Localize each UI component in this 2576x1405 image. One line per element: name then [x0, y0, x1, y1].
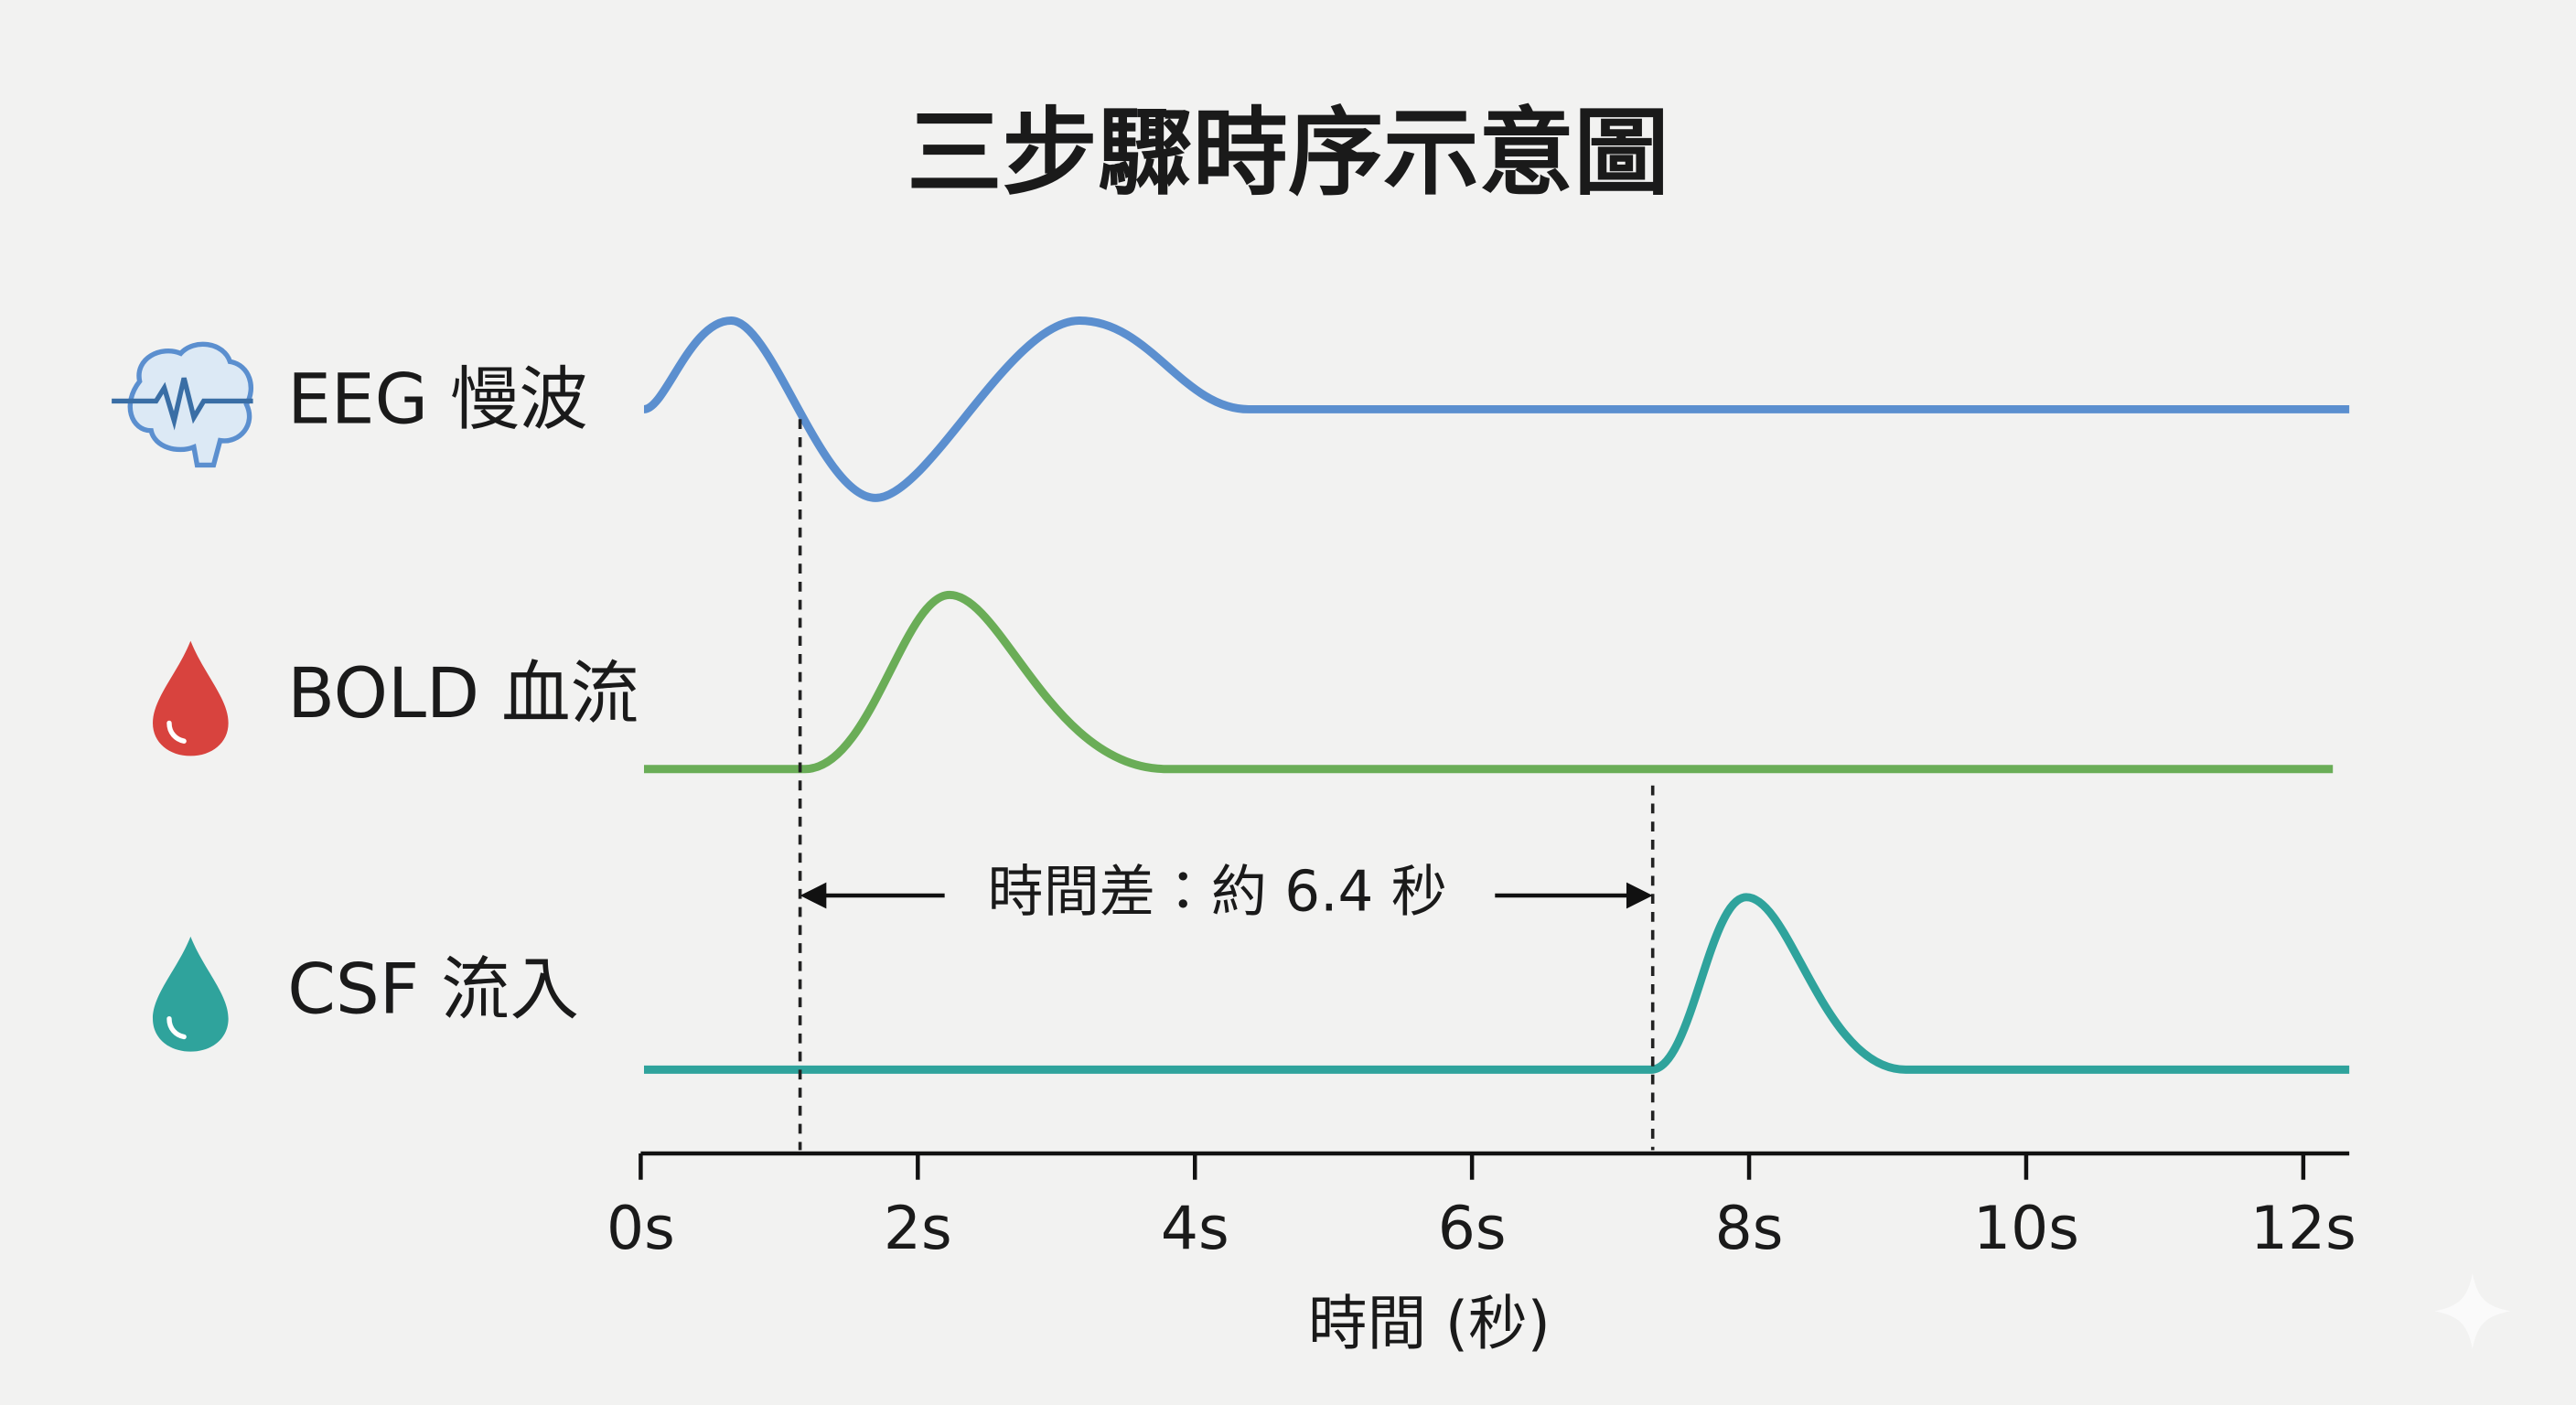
x-ticks: 0s 2s 4s 6s 8s 10s 12s [606, 1153, 2356, 1263]
arrow-head [800, 882, 827, 909]
icon-highlight [166, 1016, 187, 1040]
axis-title: 時間 (秒) [1308, 1290, 1551, 1358]
watermark-star [2434, 1273, 2511, 1349]
annotation: 時間差：約 6.4 秒 [988, 860, 1447, 925]
brain-icon [112, 341, 253, 468]
tick-label: 2s [884, 1195, 952, 1263]
eeg-curve [642, 316, 2350, 502]
tick-label: 6s [1438, 1195, 1507, 1263]
bold-curve [644, 590, 2334, 774]
arrow-head [1626, 882, 1653, 909]
icon-highlight [166, 720, 187, 744]
tick-label: 0s [606, 1195, 675, 1263]
title: 三步驟時序示意圖 [907, 97, 1669, 209]
row-label: CSF 流入 [287, 949, 579, 1029]
csf-curve [644, 893, 2350, 1074]
row-label: EEG 慢波 [287, 359, 588, 440]
tick-label: 8s [1715, 1195, 1784, 1263]
tick-label: 4s [1161, 1195, 1229, 1263]
row-label: BOLD 血流 [287, 653, 639, 734]
tick-label: 12s [2250, 1195, 2356, 1263]
tick-label: 10s [1973, 1195, 2079, 1263]
